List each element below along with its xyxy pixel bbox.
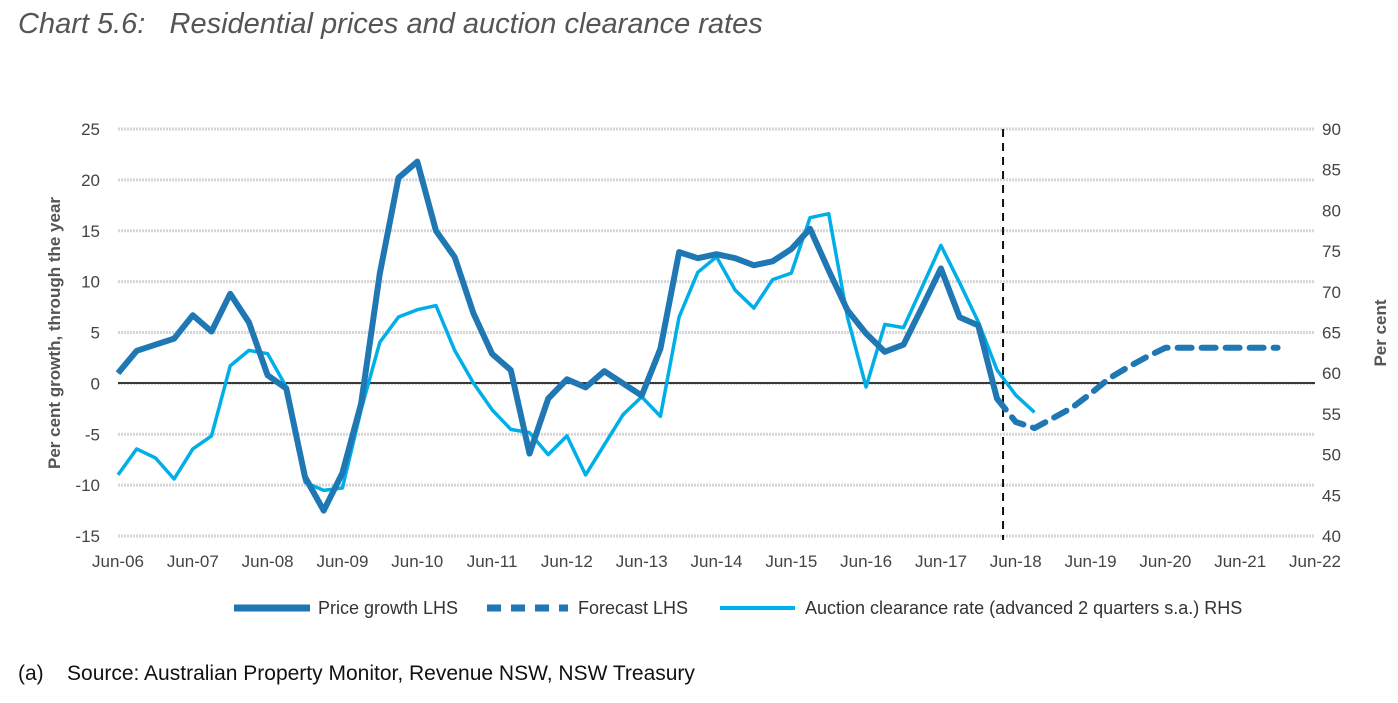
y-tick-label: 5 — [91, 324, 100, 343]
x-tick-label: Jun-09 — [316, 552, 368, 571]
y2-tick-label: 50 — [1322, 446, 1341, 465]
y-tick-label: 0 — [91, 374, 100, 393]
y-tick-label: -5 — [85, 425, 100, 444]
forecast-line — [994, 344, 1281, 432]
x-tick-label: Jun-12 — [541, 552, 593, 571]
legend-auction-label: Auction clearance rate (advanced 2 quart… — [805, 598, 1242, 618]
x-tick-label: Jun-14 — [691, 552, 743, 571]
x-tick-label: Jun-06 — [92, 552, 144, 571]
y2-tick-label: 40 — [1322, 527, 1341, 546]
x-tick-label: Jun-13 — [616, 552, 668, 571]
x-tick-label: Jun-19 — [1065, 552, 1117, 571]
y-tick-label: 25 — [81, 120, 100, 139]
y2-tick-label: 70 — [1322, 283, 1341, 302]
x-tick-label: Jun-08 — [242, 552, 294, 571]
x-tick-label: Jun-11 — [467, 552, 518, 571]
x-tick-label: Jun-15 — [765, 552, 817, 571]
y2-tick-label: 90 — [1322, 120, 1341, 139]
y-axis-label: Per cent growth, through the year — [45, 197, 64, 469]
y2-tick-label: 45 — [1322, 486, 1341, 505]
y-tick-label: -15 — [75, 527, 100, 546]
x-tick-label: Jun-16 — [840, 552, 892, 571]
y2-tick-label: 60 — [1322, 364, 1341, 383]
legend-price-label: Price growth LHS — [318, 598, 458, 618]
y2-axis-label: Per cent — [1371, 299, 1390, 366]
price-growth-line — [115, 158, 1000, 514]
x-tick-label: Jun-18 — [990, 552, 1042, 571]
x-tick-label: Jun-20 — [1139, 552, 1191, 571]
x-tick-label: Jun-17 — [915, 552, 967, 571]
legend-forecast-label: Forecast LHS — [578, 598, 688, 618]
y2-tick-label: 55 — [1322, 405, 1341, 424]
source-note: (a) Source: Australian Property Monitor,… — [18, 662, 695, 685]
x-tick-label: Jun-10 — [391, 552, 443, 571]
y-tick-label: 10 — [81, 273, 100, 292]
auction-clearance-line — [116, 211, 1036, 493]
legend: Price growth LHS Forecast LHS Auction cl… — [234, 598, 1242, 618]
x-tick-label: Jun-21 — [1214, 552, 1266, 571]
y2-tick-label: 75 — [1322, 242, 1341, 261]
y2-tick-label: 80 — [1322, 201, 1341, 220]
y2-tick-label: 85 — [1322, 161, 1341, 180]
x-tick-label: Jun-07 — [167, 552, 219, 571]
y-tick-label: -10 — [75, 476, 100, 495]
y2-tick-label: 65 — [1322, 324, 1341, 343]
chart-title: Chart 5.6: Residential prices and auctio… — [18, 8, 763, 40]
y-tick-label: 20 — [81, 171, 100, 190]
y-tick-label: 15 — [81, 222, 100, 241]
x-tick-label: Jun-22 — [1289, 552, 1341, 571]
